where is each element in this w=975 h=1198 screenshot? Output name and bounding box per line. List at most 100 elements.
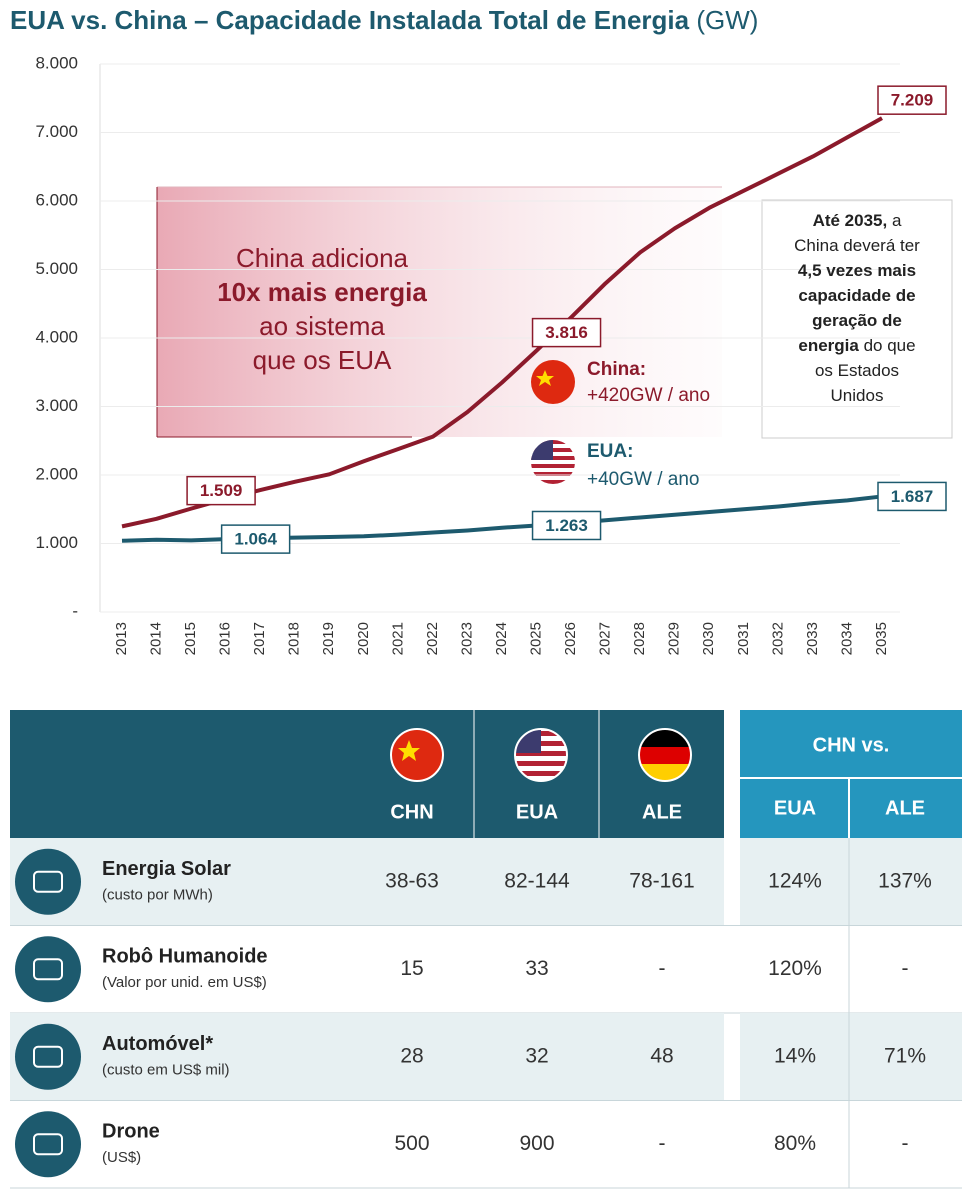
column-header: ALE bbox=[642, 801, 682, 823]
x-tick-label: 2035 bbox=[873, 622, 890, 655]
row-icon-glyph bbox=[33, 958, 63, 981]
x-tick-label: 2015 bbox=[182, 622, 199, 655]
table-bg bbox=[10, 710, 962, 838]
callout-line: energia do que bbox=[798, 336, 915, 355]
cell: 120% bbox=[768, 957, 822, 980]
annotation-text: que os EUA bbox=[253, 345, 392, 375]
legend-name: EUA: bbox=[587, 441, 633, 462]
cell: 33 bbox=[525, 957, 548, 980]
group-header: CHN vs. bbox=[813, 734, 890, 756]
x-tick-label: 2029 bbox=[666, 622, 683, 655]
x-tick-label: 2014 bbox=[148, 622, 165, 655]
callout-run: Unidos bbox=[831, 386, 884, 405]
callout-run: capacidade de bbox=[798, 286, 915, 305]
x-tick-label: 2028 bbox=[631, 622, 648, 655]
column-header: CHN bbox=[390, 801, 433, 823]
y-tick-label: 7.000 bbox=[35, 122, 78, 141]
cell: 48 bbox=[650, 1044, 673, 1067]
x-tick-label: 2026 bbox=[562, 622, 579, 655]
us-flag bbox=[531, 440, 575, 484]
row-icon bbox=[15, 936, 81, 1003]
callout-run: do que bbox=[859, 336, 916, 355]
cell: 137% bbox=[878, 869, 932, 892]
cell: 124% bbox=[768, 869, 822, 892]
callout-run: os Estados bbox=[815, 361, 899, 380]
annotation-text: 10x mais energia bbox=[217, 277, 427, 307]
x-tick-label: 2020 bbox=[355, 622, 372, 655]
row-icon bbox=[15, 848, 81, 915]
y-tick-label: 5.000 bbox=[35, 259, 78, 278]
cell: 14% bbox=[774, 1044, 816, 1067]
value-label: 3.816 bbox=[545, 323, 588, 342]
cell: - bbox=[659, 1132, 666, 1155]
row-icon-glyph bbox=[33, 870, 63, 893]
y-tick-label: 8.000 bbox=[35, 53, 78, 72]
value-label-box bbox=[186, 475, 256, 506]
cell: - bbox=[902, 957, 909, 980]
row-icon bbox=[15, 1111, 81, 1178]
cell: 38-63 bbox=[385, 869, 439, 892]
row-bg bbox=[740, 838, 962, 926]
row-icon-glyph bbox=[33, 1133, 63, 1156]
x-tick-label: 2016 bbox=[217, 622, 234, 655]
x-tick-label: 2033 bbox=[804, 622, 821, 655]
y-tick-label: 3.000 bbox=[35, 396, 78, 415]
value-label-box bbox=[877, 481, 947, 512]
callout-line: capacidade de bbox=[798, 286, 915, 305]
x-tick-label: 2025 bbox=[528, 622, 545, 655]
cell: 900 bbox=[519, 1132, 554, 1155]
cell: 78-161 bbox=[629, 869, 694, 892]
x-tick-label: 2021 bbox=[389, 622, 406, 655]
y-tick-label: 2.000 bbox=[35, 464, 78, 483]
value-label-box bbox=[877, 85, 947, 115]
chart-title: EUA vs. China – Capacidade Instalada Tot… bbox=[10, 5, 758, 35]
value-label: 1.509 bbox=[200, 481, 243, 500]
column-header: EUA bbox=[774, 797, 816, 819]
row-note: (custo por MWh) bbox=[102, 887, 213, 904]
callout-line: geração de bbox=[812, 311, 902, 330]
x-tick-label: 2030 bbox=[700, 622, 717, 655]
callout-run: energia bbox=[798, 336, 859, 355]
x-tick-label: 2023 bbox=[458, 622, 475, 655]
china-flag bbox=[531, 360, 575, 404]
row-note: (Valor por unid. em US$) bbox=[102, 974, 267, 991]
cell: 32 bbox=[525, 1044, 548, 1067]
x-tick-label: 2024 bbox=[493, 622, 510, 655]
row-label: Drone bbox=[102, 1121, 160, 1143]
value-label-box bbox=[531, 510, 602, 541]
callout-line: 4,5 vezes mais bbox=[798, 261, 916, 280]
callout-run: China deverá ter bbox=[794, 236, 920, 255]
legend-name: China: bbox=[587, 359, 646, 380]
value-label-box bbox=[531, 317, 602, 348]
callout-line: Até 2035, a bbox=[813, 211, 902, 230]
cell: 71% bbox=[884, 1044, 926, 1067]
row-label: Energia Solar bbox=[102, 858, 231, 880]
row-label: Automóvel* bbox=[102, 1033, 213, 1055]
callout-run: a bbox=[887, 211, 902, 230]
callout-line: os Estados bbox=[815, 361, 899, 380]
x-tick-label: 2017 bbox=[251, 622, 268, 655]
callout-run: 4,5 vezes mais bbox=[798, 261, 916, 280]
x-tick-label: 2031 bbox=[735, 622, 752, 655]
legend-note: +40GW / ano bbox=[587, 469, 699, 490]
callout-run: Até 2035, bbox=[813, 211, 888, 230]
x-tick-label: 2032 bbox=[769, 622, 786, 655]
row-label: Robô Humanoide bbox=[102, 946, 268, 968]
cell: 80% bbox=[774, 1132, 816, 1155]
callout-run: geração de bbox=[812, 311, 902, 330]
x-tick-label: 2027 bbox=[597, 622, 614, 655]
callout-line: Unidos bbox=[831, 386, 884, 405]
row-bg bbox=[740, 1013, 962, 1101]
value-label-box bbox=[220, 524, 291, 554]
cell: - bbox=[659, 957, 666, 980]
value-label: 1.064 bbox=[234, 530, 277, 549]
x-tick-label: 2034 bbox=[838, 622, 855, 655]
row-bg bbox=[10, 1013, 724, 1101]
y-tick-label: 6.000 bbox=[35, 190, 78, 209]
callout-line: China deverá ter bbox=[794, 236, 920, 255]
x-tick-label: 2019 bbox=[320, 622, 337, 655]
annotation-text: ao sistema bbox=[259, 311, 385, 341]
cell: 15 bbox=[400, 957, 423, 980]
cell: 82-144 bbox=[504, 869, 570, 892]
